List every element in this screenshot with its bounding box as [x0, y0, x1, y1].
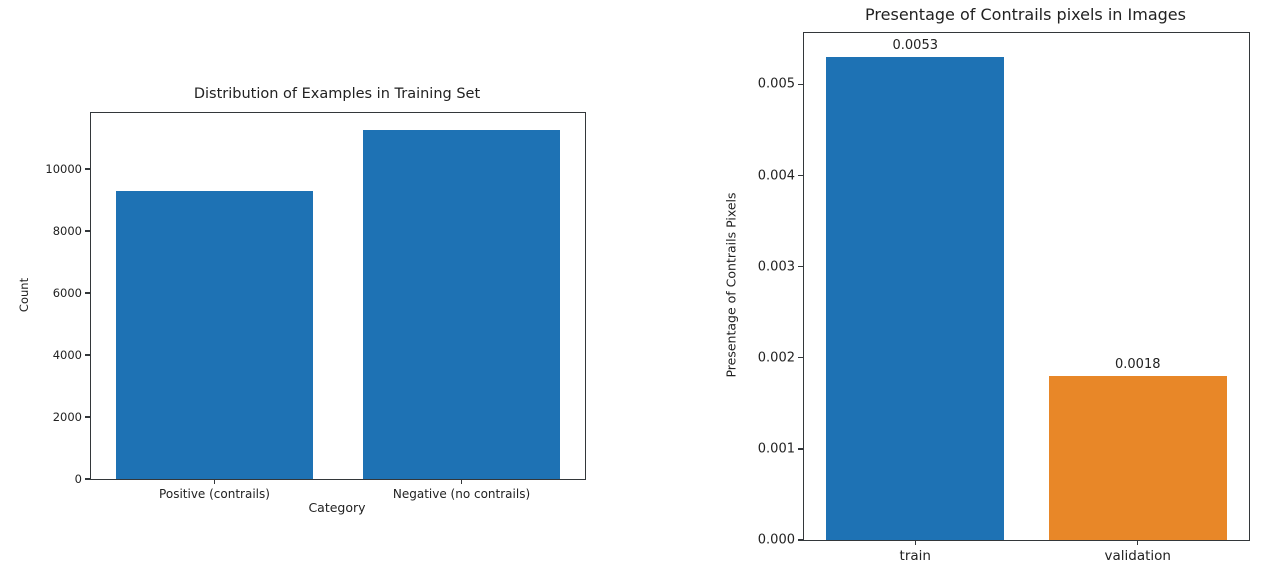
left-chart-title: Distribution of Examples in Training Set	[193, 86, 481, 102]
x-tick-label: validation	[1104, 548, 1171, 564]
bar-value-label: 0.0053	[892, 38, 939, 54]
x-tick-label: train	[899, 548, 931, 564]
y-tick-mark	[85, 416, 90, 418]
bar-train	[826, 57, 1005, 540]
y-tick-mark	[798, 448, 803, 450]
y-tick-label: 4000	[52, 348, 82, 363]
y-tick-label: 0.005	[757, 76, 795, 92]
y-tick-label: 0.000	[757, 532, 795, 548]
y-tick-label: 0.002	[757, 350, 795, 366]
y-tick-mark	[798, 83, 803, 86]
bar-Negative (no contrails)	[362, 130, 561, 479]
y-tick-label: 8000	[52, 224, 82, 239]
y-tick-label: 0.003	[757, 259, 795, 275]
y-tick-mark	[85, 478, 90, 480]
x-tick-label: Negative (no contrails)	[392, 487, 531, 501]
y-tick-label: 0.004	[757, 168, 795, 184]
bar-Positive (contrails)	[115, 191, 314, 479]
y-tick-label: 6000	[52, 286, 82, 301]
right-chart-y-axis-label: Presentage of Contrails Pixels	[723, 192, 739, 378]
y-tick-mark	[798, 266, 803, 268]
y-tick-mark	[85, 168, 90, 170]
y-tick-mark	[85, 230, 90, 232]
x-tick-mark	[460, 479, 463, 484]
right-chart-plot-area: 0.000 0.001 0.002 0.003 0.004 0.005 train 0.005…	[758, 32, 1250, 564]
left-chart-plot-area: 0 2000 4000 6000 8000 10000 Positive (contrail…	[45, 112, 586, 501]
x-tick-mark	[1137, 540, 1139, 545]
y-tick-mark	[798, 357, 803, 359]
y-tick-mark	[798, 539, 803, 541]
left-chart-x-axis-label: Category	[308, 500, 366, 515]
y-tick-mark	[85, 354, 90, 356]
y-tick-mark	[85, 292, 90, 294]
x-tick-mark	[213, 479, 216, 484]
y-tick-label: 2000	[52, 410, 82, 425]
right-chart-title: Presentage of Contrails pixels in Images	[865, 5, 1186, 24]
y-tick-mark	[798, 174, 803, 177]
x-tick-label: Positive (contrails)	[159, 487, 270, 501]
y-tick-label: 0	[74, 472, 82, 486]
bar-value-label: 0.0018	[1115, 357, 1161, 373]
x-tick-mark	[914, 540, 916, 545]
y-tick-label: 0.001	[757, 441, 795, 457]
left-chart-y-axis-label: Count	[17, 277, 31, 313]
y-tick-label: 10000	[45, 162, 82, 177]
bar-validation	[1048, 376, 1227, 540]
